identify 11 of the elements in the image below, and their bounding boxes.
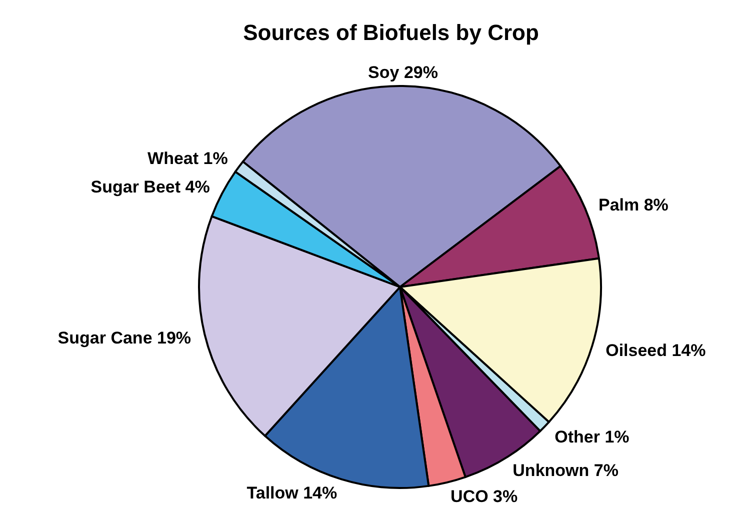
slice-label: Wheat 1%	[148, 149, 228, 168]
slice-label: Palm 8%	[598, 195, 668, 214]
chart-title: Sources of Biofuels by Crop	[243, 20, 539, 45]
slice-label: Unknown 7%	[512, 461, 618, 480]
slice-label: Oilseed 14%	[606, 340, 706, 360]
slice-label: Sugar Cane 19%	[58, 328, 192, 348]
slice-label: UCO 3%	[450, 486, 518, 506]
slice-label: Other 1%	[554, 427, 630, 446]
slice-label: Tallow 14%	[246, 484, 338, 503]
slice-label: Soy 29%	[368, 62, 438, 82]
slice-label: Sugar Beet 4%	[90, 178, 210, 197]
